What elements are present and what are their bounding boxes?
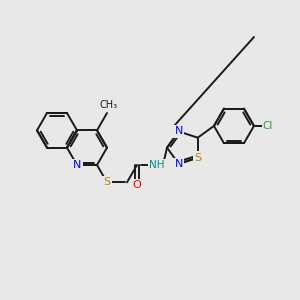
Text: N: N (73, 160, 81, 170)
Text: O: O (133, 180, 141, 190)
Text: S: S (194, 153, 201, 163)
Text: CH₃: CH₃ (100, 100, 118, 110)
Text: S: S (103, 177, 111, 187)
Text: N: N (175, 127, 183, 136)
Text: NH: NH (149, 160, 165, 170)
Text: Cl: Cl (263, 121, 273, 131)
Text: N: N (175, 159, 183, 169)
